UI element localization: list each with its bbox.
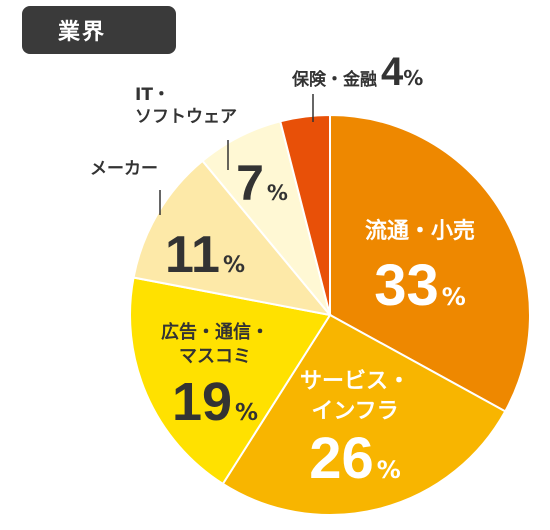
slice-label-name: サービス・ <box>300 369 410 394</box>
slice-label-unit: % <box>403 66 423 90</box>
slice-label-name: IT・ <box>135 85 170 105</box>
slice-label-value: 26% <box>309 426 401 491</box>
slice-label-value: 7% <box>236 155 288 211</box>
pie-slice <box>132 159 333 317</box>
slice-label: 保険・金融 4% <box>291 50 423 94</box>
slice-label-value: 11% <box>165 226 245 284</box>
slice-label-name: ソフトウェア <box>135 107 237 127</box>
pie-slices <box>129 113 531 516</box>
category-badge: 業界 <box>22 6 176 54</box>
slice-label-name: メーカー <box>90 159 158 179</box>
slice-label-value: 4 <box>381 50 404 94</box>
slice-label-value: 33% <box>374 253 466 318</box>
pie-slice <box>279 113 331 316</box>
pie-slice <box>221 313 507 516</box>
leader-lines <box>159 94 314 215</box>
slice-label-name: マスコミ <box>179 346 251 367</box>
slice-label-name: 広告・通信・ <box>161 321 269 343</box>
pie-slice <box>329 113 531 413</box>
category-badge-label: 業界 <box>58 20 107 45</box>
slice-label-name: インフラ <box>311 399 398 424</box>
slice-label-name: 保険・金融 <box>291 69 377 90</box>
slice-label-name: 流通・小売 <box>365 218 475 244</box>
slice-label-value: 19% <box>172 372 258 432</box>
pie-slice <box>129 276 332 486</box>
